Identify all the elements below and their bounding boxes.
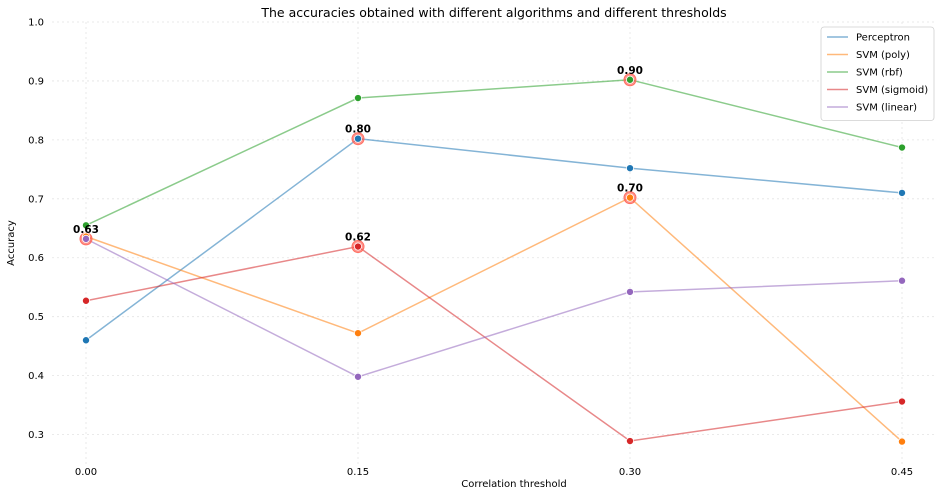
legend-label: SVM (linear) <box>856 103 917 114</box>
x-tick-label: 0.30 <box>619 467 641 478</box>
data-point <box>82 336 91 345</box>
annotation-label: 0.80 <box>345 124 371 136</box>
data-point <box>82 221 91 230</box>
data-point <box>626 164 635 173</box>
data-point <box>353 242 362 251</box>
x-tick-label: 0.15 <box>347 467 369 478</box>
series-line <box>85 245 903 442</box>
y-tick-label: 0.8 <box>28 135 44 146</box>
y-axis-ticks: 0.3 0.4 0.5 0.6 0.7 0.8 0.9 1.0 <box>28 18 44 442</box>
data-point <box>898 143 907 152</box>
data-point <box>353 372 362 381</box>
legend: Perceptron SVM (poly) SVM (rbf) SVM (sigmoi… <box>820 26 935 121</box>
annotation-label: 0.90 <box>617 65 643 77</box>
annotation-label: 0.62 <box>345 232 371 244</box>
data-point <box>626 193 635 202</box>
x-axis-label: Correlation threshold <box>461 479 566 490</box>
series-line <box>85 78 903 226</box>
series-line <box>85 196 903 443</box>
legend-label: SVM (sigmoid) <box>856 85 928 96</box>
legend-label: Perceptron <box>856 33 910 44</box>
series-line <box>85 238 903 378</box>
legend-label: SVM (rbf) <box>856 68 903 79</box>
x-axis-ticks: 0.00 0.15 0.30 0.45 <box>75 467 913 478</box>
data-point <box>353 329 362 338</box>
data-point <box>626 287 635 296</box>
data-point <box>898 437 907 446</box>
data-point <box>82 296 91 305</box>
y-tick-label: 0.6 <box>28 253 44 264</box>
y-tick-label: 0.9 <box>28 76 44 87</box>
chart-title: The accuracies obtained with different a… <box>260 5 726 20</box>
y-tick-label: 0.4 <box>28 371 44 382</box>
data-point <box>626 75 635 84</box>
legend-label: SVM (poly) <box>856 50 910 61</box>
y-tick-label: 0.5 <box>28 312 44 323</box>
y-tick-label: 0.3 <box>28 430 44 441</box>
data-point <box>898 276 907 285</box>
data-point <box>898 397 907 406</box>
series-points <box>82 75 907 446</box>
y-axis-label: Accuracy <box>6 220 17 266</box>
y-tick-label: 1.0 <box>28 18 44 29</box>
x-tick-label: 0.00 <box>75 467 97 478</box>
data-point <box>353 134 362 143</box>
x-tick-label: 0.45 <box>891 467 913 478</box>
annotations: 0.63 0.80 0.62 0.90 0.70 <box>73 65 643 244</box>
series-line <box>85 137 903 341</box>
annotation-label: 0.63 <box>73 224 99 236</box>
data-point <box>898 188 907 197</box>
legend-box <box>820 26 935 121</box>
y-tick-label: 0.7 <box>28 194 44 205</box>
data-point <box>353 94 362 103</box>
annotation-label: 0.70 <box>617 183 643 195</box>
data-point <box>82 234 91 243</box>
data-point <box>626 437 635 446</box>
series-lines <box>85 78 903 443</box>
